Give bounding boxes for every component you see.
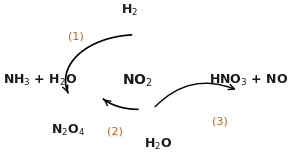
Text: H$_2$: H$_2$ <box>121 3 139 18</box>
Text: HNO$_3$ + NO: HNO$_3$ + NO <box>209 73 288 88</box>
Text: NO$_2$: NO$_2$ <box>122 73 153 89</box>
Text: H$_2$O: H$_2$O <box>144 137 173 152</box>
Text: (2): (2) <box>107 127 122 137</box>
Text: (1): (1) <box>68 31 84 41</box>
Text: NH$_3$ + H$_2$O: NH$_3$ + H$_2$O <box>3 73 77 88</box>
Text: (3): (3) <box>212 117 228 127</box>
Text: N$_2$O$_4$: N$_2$O$_4$ <box>51 123 85 138</box>
